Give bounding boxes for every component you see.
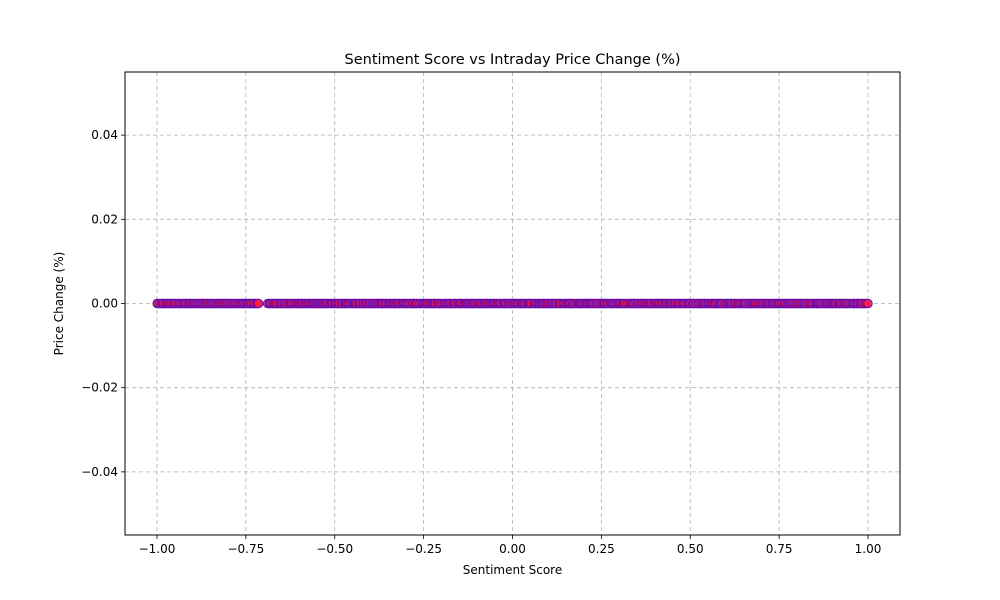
x-tick-label-5: 0.25 xyxy=(588,542,615,556)
y-tick-label-2: 0.00 xyxy=(91,297,118,311)
x-axis-label: Sentiment Score xyxy=(463,563,562,577)
y-tick-label-1: −0.02 xyxy=(81,381,118,395)
y-tick-label-3: 0.02 xyxy=(91,212,118,226)
scatter-point xyxy=(863,298,873,309)
y-axis-label: Price Change (%) xyxy=(52,252,66,356)
y-tick-label-4: 0.04 xyxy=(91,128,118,142)
axis-ticks: −1.00 −0.75 −0.50 −0.25 0.00 0.25 0.50 0.75 1.00… xyxy=(81,128,881,556)
x-tick-label-7: 0.75 xyxy=(766,542,793,556)
x-tick-label-2: −0.50 xyxy=(316,542,353,556)
x-tick-label-3: −0.25 xyxy=(405,542,442,556)
x-tick-label-4: 0.00 xyxy=(499,542,526,556)
scatter-point xyxy=(253,298,264,309)
scatter-points xyxy=(152,298,873,309)
x-tick-label-1: −0.75 xyxy=(227,542,264,556)
x-tick-label-6: 0.50 xyxy=(677,542,704,556)
x-tick-label-0: −1.00 xyxy=(139,542,176,556)
chart-title: Sentiment Score vs Intraday Price Change… xyxy=(345,52,681,68)
y-tick-label-0: −0.04 xyxy=(81,465,118,479)
x-tick-label-8: 1.00 xyxy=(855,542,882,556)
